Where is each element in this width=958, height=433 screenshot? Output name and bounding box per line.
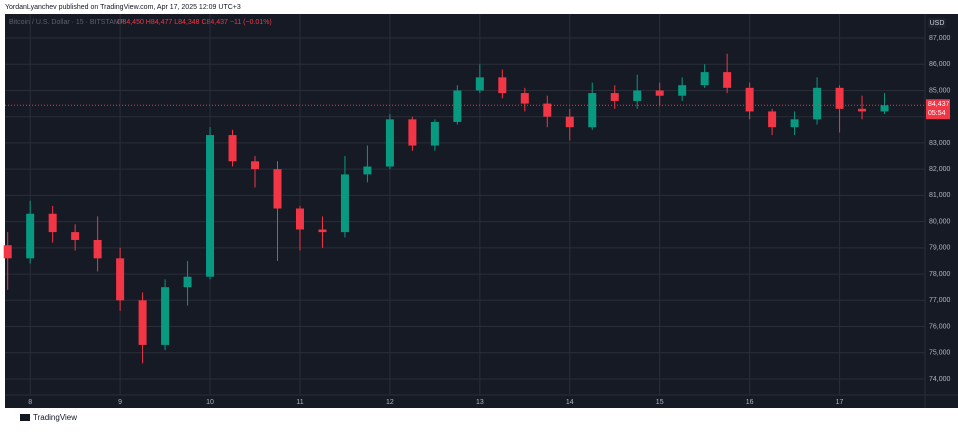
logo — [20, 414, 30, 421]
candle-body — [48, 213, 57, 233]
candle-body — [678, 85, 687, 96]
currency-box — [928, 18, 946, 28]
symbol: Bitcoin / U.S. Dollar · 15 · BITSTAMP — [9, 19, 125, 26]
candle-body — [26, 213, 35, 259]
candle-body — [610, 93, 619, 101]
currency: USD — [930, 20, 945, 27]
candle-body — [363, 166, 372, 175]
candle-body — [138, 300, 147, 345]
candle-body — [161, 287, 170, 345]
candle-body — [655, 90, 664, 96]
y-tick-label: 75,000 — [929, 350, 951, 357]
y-tick-label: 87,000 — [929, 35, 951, 42]
ohlc: O84,450 H84,477 L84,348 C84,437 −11 (−0.… — [117, 19, 272, 26]
countdown: 05:54 — [928, 110, 946, 117]
candle-body — [71, 232, 80, 240]
x-tick-label: 9 — [118, 399, 122, 406]
candle-body — [520, 93, 529, 104]
y-tick-label: 80,000 — [929, 218, 951, 225]
candle-body — [408, 119, 417, 146]
candle-body — [813, 87, 822, 120]
candle-body — [183, 276, 192, 288]
y-tick-label: 83,000 — [929, 140, 951, 147]
y-tick-label: 82,000 — [929, 166, 951, 173]
candle-body — [295, 208, 304, 230]
candle-body — [430, 121, 439, 146]
x-tick-label: 13 — [476, 399, 484, 406]
candle-body — [768, 111, 777, 128]
candle-body — [116, 258, 125, 301]
candle-body — [273, 169, 282, 209]
x-tick-label: 11 — [296, 399, 303, 406]
candle-body — [251, 161, 260, 170]
price-tag — [926, 99, 950, 120]
x-tick-label: 10 — [206, 399, 214, 406]
y-tick-label: 78,000 — [929, 271, 951, 278]
candle-body — [228, 135, 237, 162]
candle-body — [340, 174, 349, 233]
x-tick-label: 15 — [656, 399, 664, 406]
candle-body — [790, 119, 799, 128]
candle-body — [858, 108, 867, 112]
x-tick-label: 16 — [746, 399, 754, 406]
y-tick-label: 77,000 — [929, 297, 951, 304]
y-tick-label: 85,000 — [929, 87, 951, 94]
candle-body — [745, 87, 754, 112]
candle-body — [3, 245, 12, 259]
x-tick-label: 17 — [836, 399, 844, 406]
candle-body — [835, 87, 844, 109]
footer: TradingView — [33, 413, 77, 422]
y-tick-label: 86,000 — [929, 61, 951, 68]
candle-body — [543, 103, 552, 117]
publisher: YordanLyanchev published on TradingView.… — [5, 4, 241, 11]
x-tick-label: 12 — [386, 399, 394, 406]
candle-body — [93, 239, 102, 259]
candle-body — [880, 105, 889, 112]
y-tick-label: 76,000 — [929, 323, 951, 330]
candle-body — [318, 229, 327, 233]
candle-body — [565, 116, 574, 128]
candle-body — [385, 119, 394, 167]
candle-body — [475, 77, 484, 91]
candle-body — [633, 90, 642, 101]
candle-body — [700, 72, 709, 86]
y-tick-label: 79,000 — [929, 245, 951, 252]
candle-body — [453, 90, 462, 122]
candle-body — [723, 72, 732, 88]
x-tick-label: 14 — [566, 399, 574, 406]
y-tick-label: 81,000 — [929, 192, 951, 199]
y-tick-label: 74,000 — [929, 376, 951, 383]
candle-body — [588, 93, 597, 128]
chart-bg — [5, 14, 958, 408]
last-price-label: 84,437 — [928, 101, 950, 108]
candle-body — [498, 77, 507, 94]
candle-body — [206, 135, 215, 277]
x-tick-label: 8 — [28, 399, 32, 406]
